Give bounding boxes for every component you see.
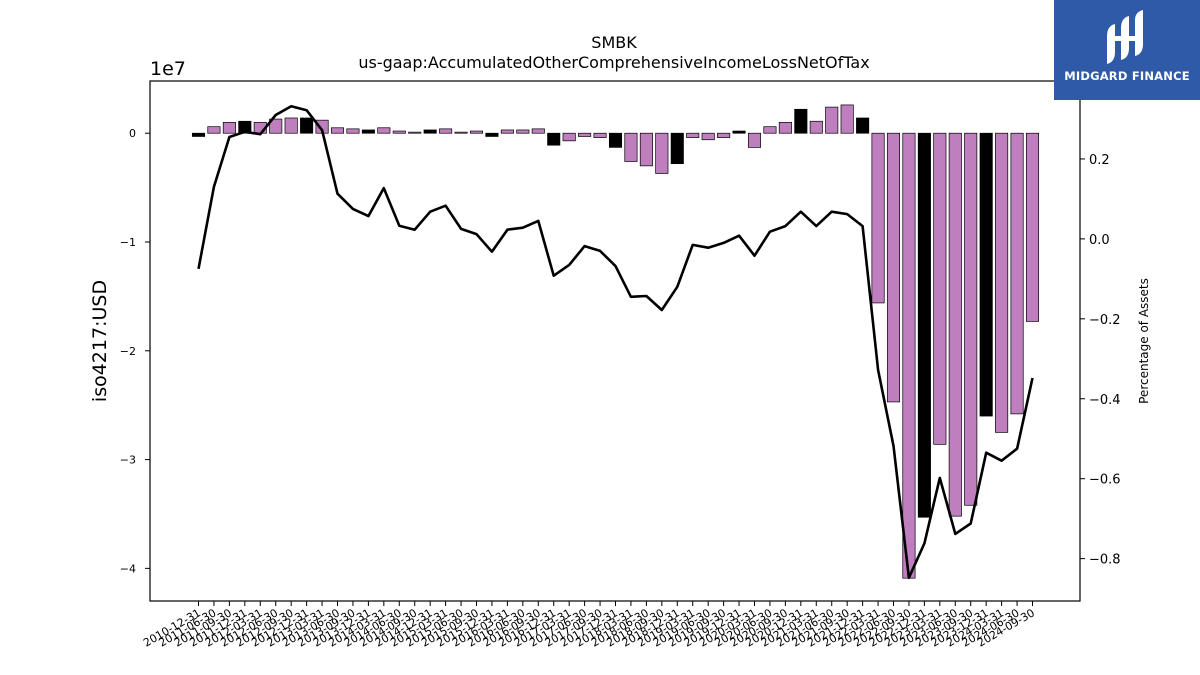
logo-text: MIDGARD FINANCE	[1064, 69, 1190, 83]
bar-2018-12-31	[670, 132, 684, 165]
bar-2016-03-31	[500, 129, 514, 134]
y-tick-label: −1	[120, 236, 136, 249]
bar-2020-03-31	[747, 132, 762, 148]
bar-2021-06-30	[825, 106, 839, 134]
bar-2014-09-30	[408, 131, 422, 134]
midgard-finance-logo: MIDGARD FINANCE	[1054, 0, 1200, 100]
bar-2014-12-31	[423, 129, 437, 134]
bar-2016-06-30	[516, 129, 530, 134]
bar-2020-09-30	[778, 121, 792, 134]
bar-2021-03-31	[809, 120, 823, 134]
bar-2014-03-31	[377, 127, 391, 134]
y2-tick-label: −0.8	[1089, 553, 1121, 568]
y2-tick-label: 0.2	[1089, 153, 1110, 168]
midgard-logo-icon	[1107, 10, 1143, 64]
y2-axis-label: Percentage of Assets	[1137, 278, 1151, 404]
bar-2024-03-31	[995, 132, 1009, 433]
bar-2014-06-30	[392, 130, 406, 134]
bar-2010-12-31	[191, 132, 206, 137]
bar-2024-09-30	[1025, 132, 1040, 322]
bar-2015-03-31	[439, 128, 453, 134]
bar-2012-12-31	[300, 117, 314, 134]
bar-2015-06-30	[454, 131, 468, 134]
y2-tick-label: −0.4	[1089, 393, 1121, 408]
bar-2015-09-30	[469, 130, 484, 134]
bar-2018-03-31	[624, 132, 638, 162]
bar-2017-12-31	[608, 132, 623, 148]
bar-2011-12-31	[238, 120, 252, 134]
bar-2013-09-30	[346, 128, 360, 134]
bar-2020-06-30	[763, 126, 777, 134]
bar-2017-03-31	[562, 132, 576, 142]
bar-2019-06-30	[701, 132, 715, 141]
y2-axis: 0.2 0.0 −0.2 −0.4 −0.6 −0.8	[1080, 153, 1121, 568]
y-axis: 0 −1 −2 −3 −4	[120, 127, 150, 575]
plot-frame	[149, 80, 1081, 602]
y-tick-label: −3	[120, 454, 136, 467]
chart-title: SMBK	[591, 33, 637, 52]
bar-2016-09-30	[531, 128, 545, 134]
bar-2022-12-31	[917, 132, 931, 518]
bar-2022-06-30	[886, 132, 901, 403]
bar-2015-12-31	[485, 132, 499, 137]
bar-2017-09-30	[593, 132, 607, 138]
y-tick-label: 0	[129, 127, 136, 140]
bar-2019-09-30	[717, 132, 731, 138]
bar-2024-06-30	[1010, 132, 1024, 415]
y-tick-label: −4	[120, 562, 136, 575]
bar-2019-12-31	[732, 130, 746, 134]
bar-2018-09-30	[655, 132, 669, 174]
bar-2023-09-30	[964, 132, 978, 506]
bar-2023-12-31	[979, 132, 993, 417]
bar-2016-12-31	[547, 132, 561, 146]
bar-2022-09-30	[902, 132, 916, 579]
bar-2012-09-30	[284, 117, 298, 134]
bar-2018-06-30	[639, 132, 653, 167]
y-tick-label: −2	[120, 345, 136, 358]
bar-2022-03-31	[871, 132, 885, 304]
x-axis: 2010-12-312011-06-302011-09-302011-12-31…	[141, 601, 1037, 650]
y2-tick-label: −0.2	[1089, 313, 1121, 328]
chart-subtitle: us-gaap:AccumulatedOtherComprehensiveInc…	[358, 53, 869, 72]
bar-2011-06-30	[207, 126, 221, 134]
bar-2012-06-30	[269, 118, 283, 134]
y2-tick-label: 0.0	[1089, 233, 1110, 248]
bar-2013-12-31	[361, 129, 375, 134]
bar-2019-03-31	[686, 132, 700, 138]
bar-2011-09-30	[222, 121, 236, 134]
percentage-line	[197, 104, 1034, 580]
bar-2023-06-30	[948, 132, 962, 517]
bar-2021-12-31	[856, 117, 870, 134]
bar-2023-03-31	[933, 132, 947, 445]
bar-2017-06-30	[578, 132, 592, 137]
y2-tick-label: −0.6	[1089, 473, 1121, 488]
y-axis-label: iso4217:USD	[89, 280, 111, 402]
line-layer	[197, 104, 1034, 580]
bar-2013-06-30	[330, 127, 345, 134]
bar-2021-09-30	[840, 104, 854, 134]
y-scale-label: 1e7	[150, 58, 186, 80]
bar-2020-12-31	[794, 108, 808, 134]
bars-layer	[191, 104, 1040, 579]
